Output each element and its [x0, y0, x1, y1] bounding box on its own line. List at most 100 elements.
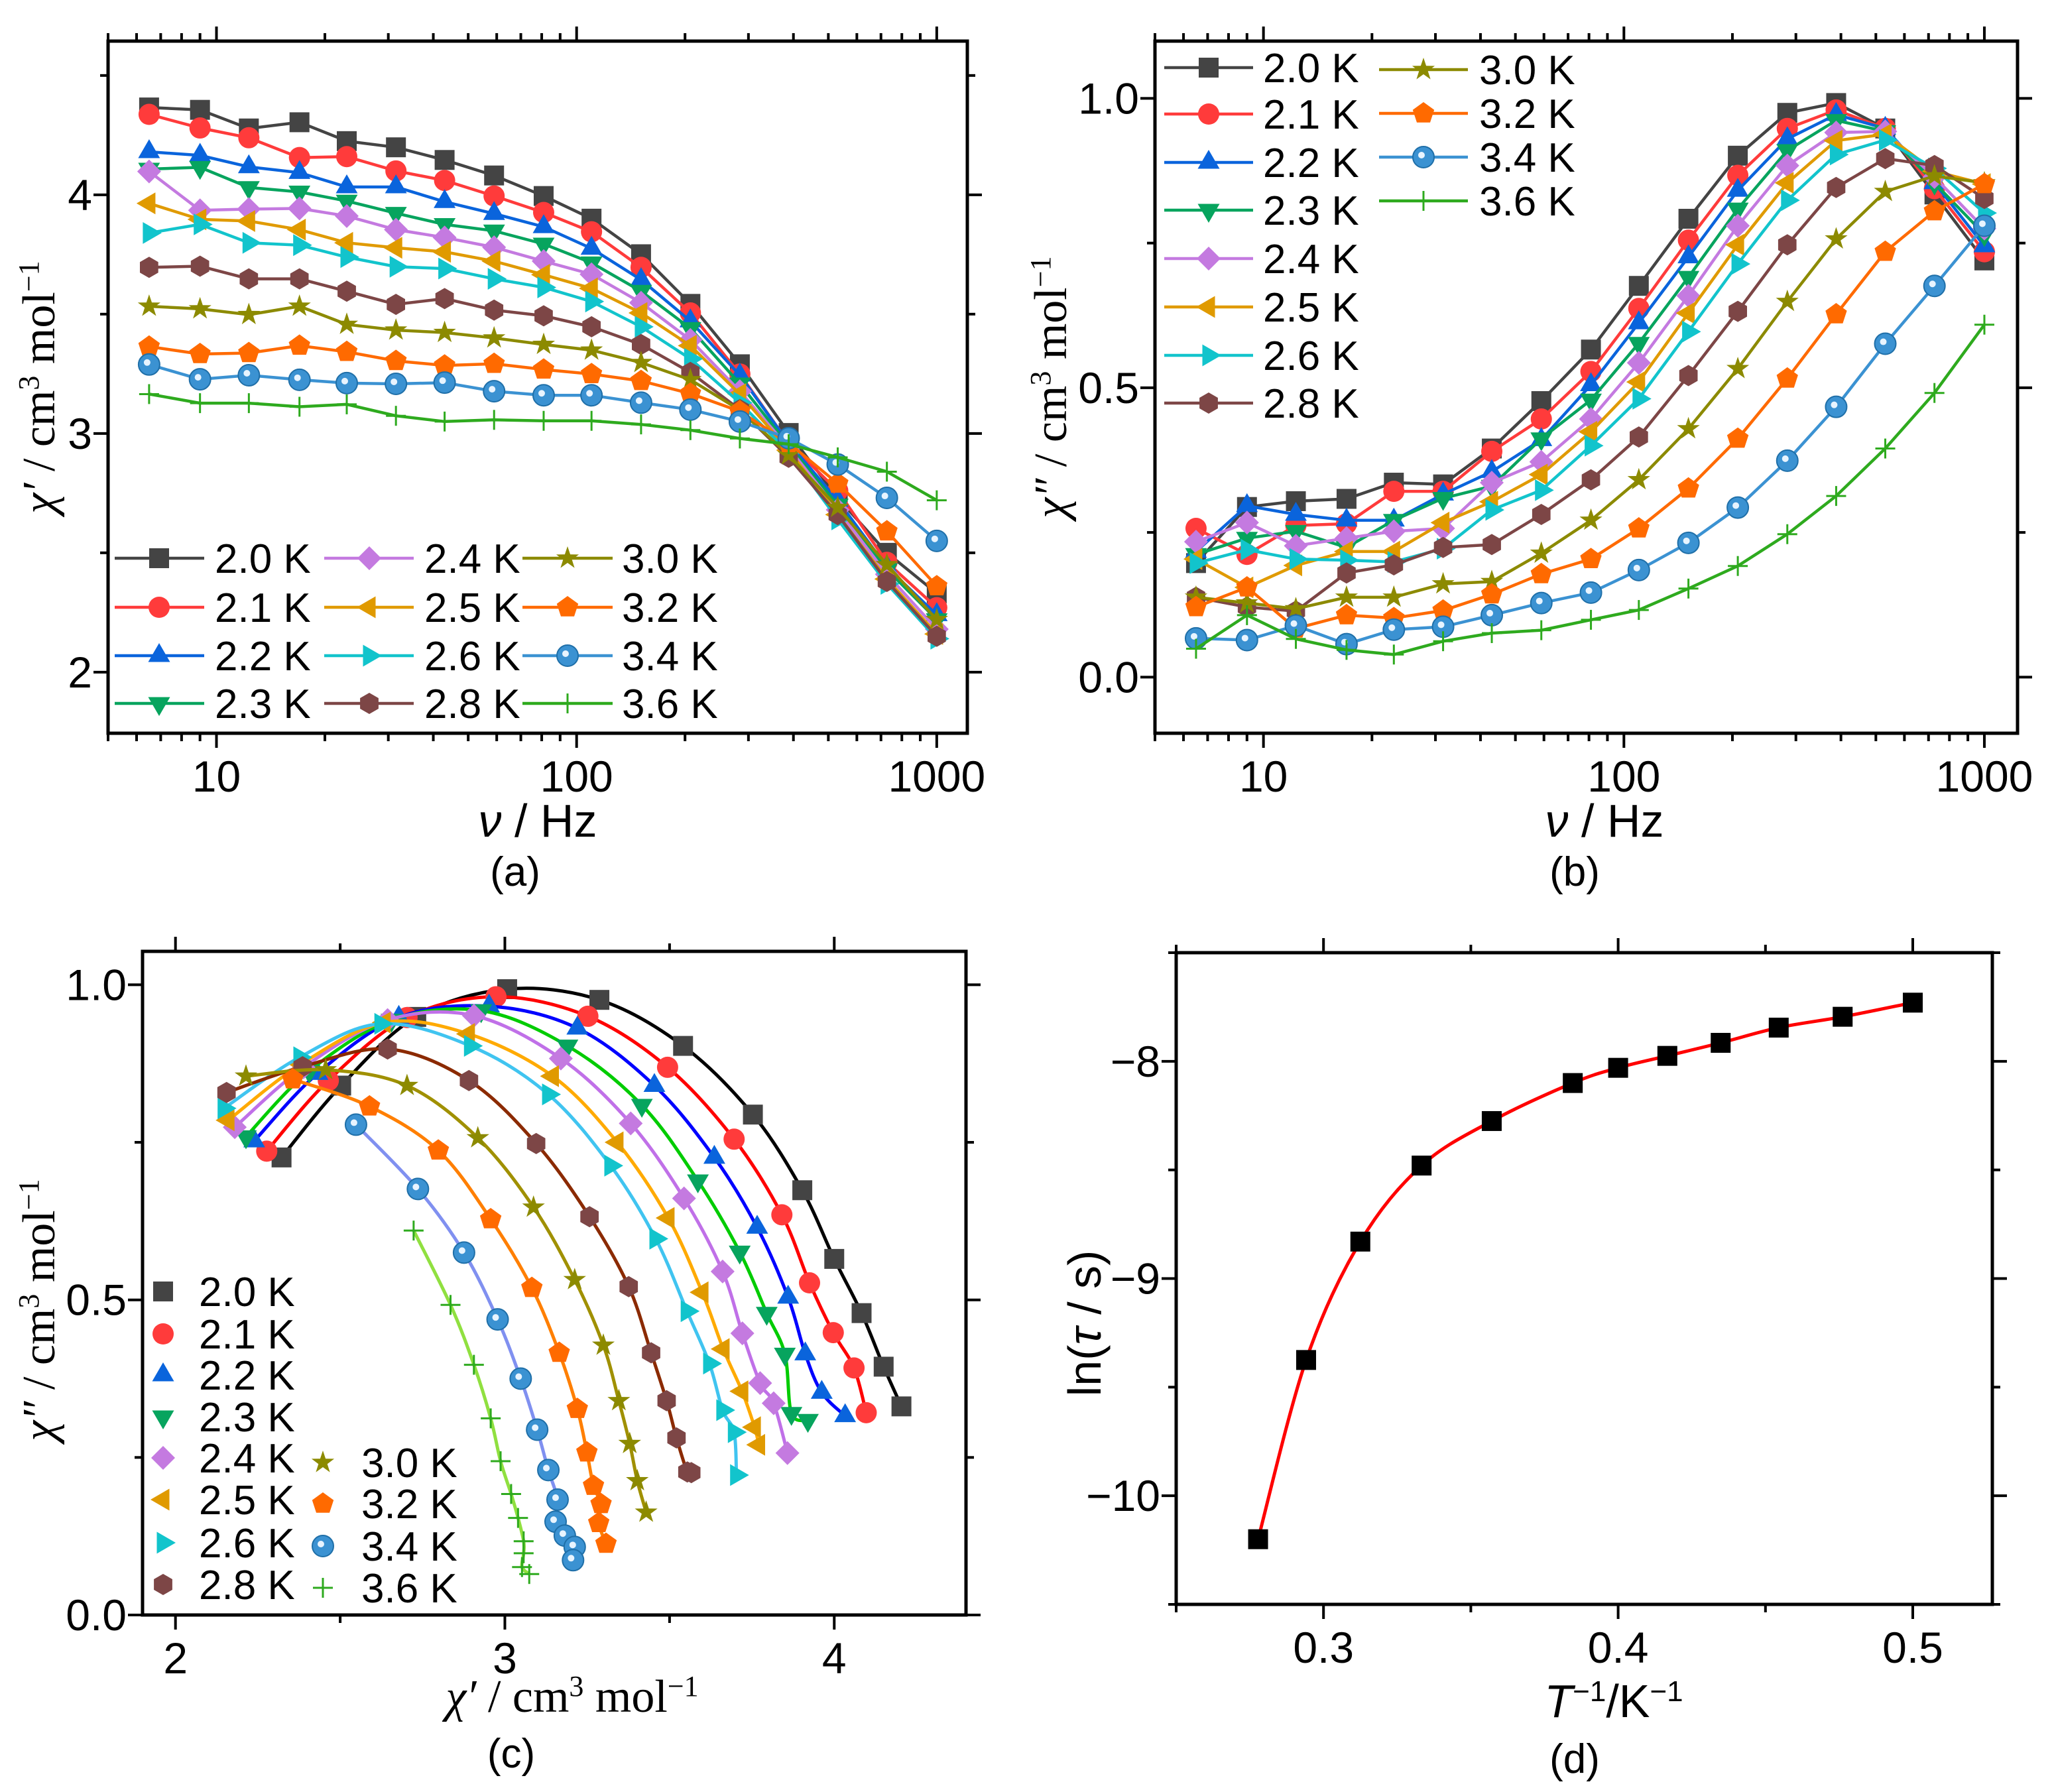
y-axis-title-part: −1	[13, 261, 45, 292]
legend-marker	[1412, 146, 1435, 168]
x-tick-label: 1000	[1936, 752, 2033, 801]
data-point	[385, 160, 407, 182]
data-point	[1827, 176, 1846, 198]
x-tick-label: 4	[822, 1634, 847, 1683]
data-point	[679, 398, 702, 421]
legend-label: 2.0 K	[199, 1270, 295, 1315]
data-point	[236, 210, 255, 232]
legend-label: 2.0 K	[1263, 46, 1359, 91]
data-point	[589, 990, 610, 1010]
data-point	[595, 1532, 617, 1553]
y-axis-title: χ″ / cm3 mol−1	[1024, 256, 1077, 522]
legend-label: 3.4 K	[361, 1524, 457, 1570]
data-point	[533, 410, 554, 431]
x-axis-title: T−1/K−1	[1544, 1675, 1683, 1728]
legend-marker	[1196, 296, 1215, 318]
y-axis-title-part: χ″	[1026, 478, 1077, 522]
data-point	[1286, 628, 1306, 649]
data-point	[1383, 481, 1405, 503]
data-point	[532, 214, 555, 233]
x-tick-label: 3	[493, 1634, 517, 1683]
data-point	[1628, 517, 1650, 538]
data-point	[1725, 233, 1744, 256]
x-axis-title: ν / Hz	[479, 795, 597, 847]
legend-marker	[149, 548, 169, 568]
data-point	[1580, 548, 1602, 568]
data-point	[1924, 383, 1945, 403]
x-axis-title-part: T	[1544, 1675, 1575, 1727]
data-point	[1726, 202, 1749, 222]
series-3-0-K	[234, 1057, 658, 1522]
data-point	[1580, 372, 1602, 391]
series-2-5-K	[1183, 123, 1991, 599]
data-point	[1580, 393, 1602, 413]
data-point	[875, 487, 898, 510]
data-point	[710, 1259, 735, 1284]
data-point	[1726, 427, 1749, 448]
fit-curve	[1256, 1000, 1913, 1540]
data-point	[587, 1512, 610, 1532]
data-point	[580, 338, 603, 360]
data-point	[190, 393, 210, 414]
legend-marker	[1197, 247, 1221, 270]
series-2-8-K	[217, 1038, 701, 1484]
data-point	[875, 552, 898, 575]
y-tick-label: 0.5	[1078, 363, 1139, 412]
legend-item: 3.2 K	[522, 585, 718, 631]
data-point	[434, 189, 456, 208]
legend-item: 2.4 K	[1164, 237, 1359, 282]
data-point	[434, 150, 455, 170]
data-point	[1728, 556, 1748, 576]
data-point	[583, 1474, 605, 1495]
data-point	[649, 1228, 668, 1250]
data-point	[716, 1399, 735, 1421]
data-point	[775, 1441, 800, 1465]
data-point	[1337, 562, 1356, 584]
legend-item: 3.6 K	[313, 1566, 457, 1612]
legend-label: 3.0 K	[622, 536, 718, 582]
data-point	[1726, 213, 1750, 238]
data-point	[1679, 365, 1698, 387]
data-point	[1412, 1156, 1432, 1176]
data-point	[1973, 172, 1996, 194]
data-point	[729, 1245, 751, 1265]
data-point	[487, 268, 507, 290]
legend-label: 2.3 K	[199, 1395, 295, 1441]
legend-item: 2.1 K	[152, 1312, 295, 1358]
data-point	[519, 1564, 540, 1584]
data-point	[630, 369, 652, 390]
legend-marker	[357, 546, 381, 570]
data-point	[1382, 618, 1406, 641]
data-point	[463, 1035, 483, 1057]
legend-label: 2.6 K	[199, 1521, 295, 1567]
series-3-0-K	[1184, 164, 1996, 619]
data-point	[340, 246, 359, 269]
y-axis-title-part: −1	[13, 1179, 45, 1210]
data-point	[1579, 581, 1602, 604]
data-point	[548, 1046, 573, 1071]
legend-item: 3.2 K	[1379, 91, 1575, 137]
data-point	[928, 625, 946, 647]
data-point	[189, 343, 211, 363]
legend-marker	[1412, 102, 1435, 123]
y-tick-label: 1.0	[66, 960, 127, 1009]
data-point	[1874, 240, 1896, 261]
series-2-8-K	[140, 255, 946, 647]
data-point	[386, 406, 406, 426]
data-point	[1677, 270, 1700, 290]
data-point	[591, 1333, 615, 1355]
x-axis-title-part: / cm	[476, 1671, 569, 1722]
data-point	[534, 305, 553, 327]
data-point	[723, 1128, 745, 1150]
x-tick-label: 0.5	[1882, 1623, 1943, 1672]
data-point	[466, 1126, 489, 1148]
data-point	[585, 290, 605, 313]
data-point	[579, 277, 598, 300]
x-axis-title-part: /K	[1606, 1675, 1650, 1727]
data-point	[337, 280, 356, 302]
data-point	[1336, 489, 1357, 509]
data-point	[792, 1180, 813, 1201]
data-point	[484, 165, 505, 186]
series-3-4-K	[137, 353, 948, 552]
data-point	[1628, 276, 1649, 296]
